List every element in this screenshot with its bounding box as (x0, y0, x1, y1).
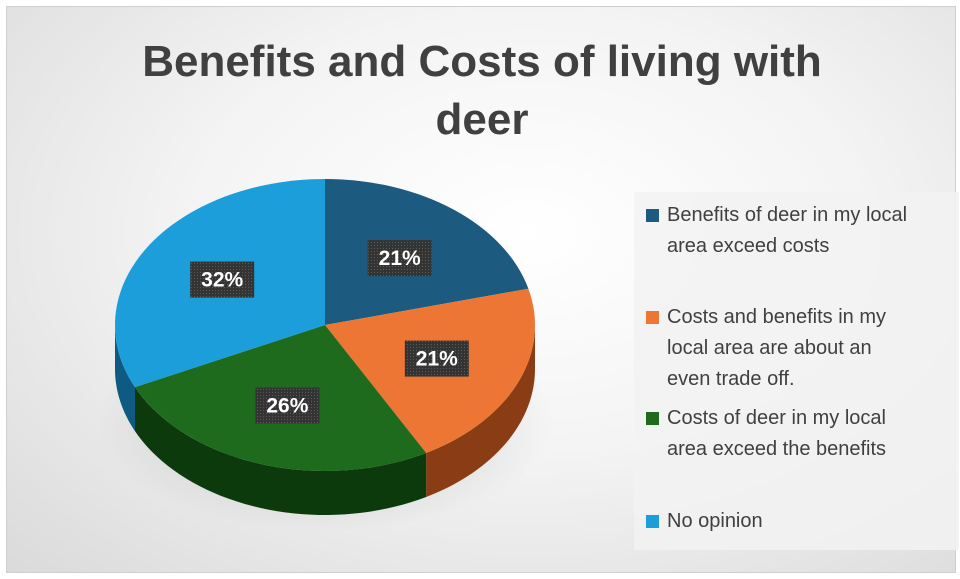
data-label: 21% (367, 240, 432, 277)
legend-item-no-opinion: No opinion (646, 506, 951, 537)
legend-label-line: Costs of deer in my local (667, 407, 886, 429)
legend-label-line: local area are about an (667, 337, 872, 359)
pie-chart: 21% 21% 26% 32% (95, 179, 555, 532)
pie-labels: 21% 21% 26% 32% (190, 240, 469, 424)
pie-sides (115, 325, 535, 515)
data-label-box (367, 240, 432, 277)
legend-swatch (646, 412, 659, 425)
legend-label-line: Costs and benefits in my (667, 306, 886, 328)
legend-swatch (646, 311, 659, 324)
pie-tops (115, 179, 535, 471)
data-label: 32% (190, 261, 255, 298)
data-label: 21% (404, 340, 469, 377)
legend-item-benefits-exceed: Benefits of deer in my local area exceed… (646, 200, 951, 262)
legend-label-line: area exceed costs (667, 235, 830, 257)
pie-side-no-opinion (115, 325, 135, 432)
data-label-box (404, 340, 469, 377)
chart-title: Benefits and Costs of living with deer (7, 33, 957, 149)
data-label-box (190, 261, 255, 298)
pie-side-costs-of-deer-in-my-local-area-exceed-th (134, 387, 427, 515)
legend-item-even-trade-off: Costs and benefits in my local area are … (646, 302, 951, 395)
data-label-text: 32% (201, 269, 243, 292)
data-label: 26% (255, 387, 320, 424)
legend-item-costs-exceed: Costs of deer in my local area exceed th… (646, 403, 951, 465)
data-label-text: 21% (379, 247, 421, 270)
data-label-text: 21% (416, 348, 458, 371)
legend-label-line: Benefits of deer in my local (667, 204, 908, 226)
legend-label-line: No opinion (667, 510, 763, 532)
legend-label-line: even trade off. (667, 368, 795, 390)
legend-label-line: area exceed the benefits (667, 438, 887, 460)
chart-frame: Benefits and Costs of living with deer 2… (6, 6, 959, 573)
data-label-text: 26% (266, 395, 308, 418)
pie-side-costs-and-benefits-in-my-local-area-are- (426, 325, 535, 497)
chart-title-line-1: Benefits and Costs of living with (142, 37, 822, 86)
chart-title-line-2: deer (435, 95, 529, 144)
legend-swatch (646, 515, 659, 528)
data-label-box (255, 387, 320, 424)
legend-swatch (646, 209, 659, 222)
legend: Benefits of deer in my local area exceed… (634, 192, 959, 550)
